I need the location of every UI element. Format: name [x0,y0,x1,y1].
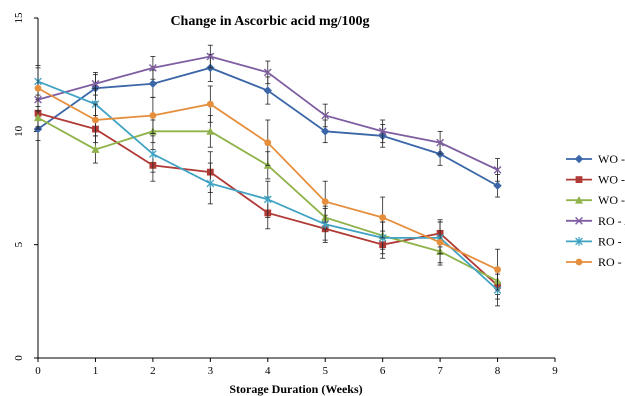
y-tick-label: 0 [13,355,25,361]
data-point [148,63,157,72]
legend-item: RO - AT [566,214,625,228]
chart-title: Change in Ascorbic acid mg/100g [170,14,369,29]
data-point [378,127,387,136]
data-point [321,127,330,136]
data-point [494,266,501,273]
legend-label: RO - AT [598,214,625,228]
data-point [321,111,330,120]
data-point [436,138,445,147]
data-point [575,176,583,183]
x-axis-label: Storage Duration (Weeks) [229,382,362,396]
data-point [379,214,387,221]
data-point [436,239,444,246]
y-tick-label: 15 [13,12,25,24]
y-tick-label: 10 [13,125,25,137]
legend-label: WO - HT [598,193,625,207]
x-tick-label: 5 [322,365,328,377]
data-point [575,258,583,266]
data-point [263,68,272,77]
data-point [149,112,157,119]
x-tick-label: 0 [35,365,41,377]
data-point [149,149,157,159]
data-point [263,86,272,95]
x-tick-label: 2 [150,365,156,377]
data-point [91,79,100,88]
data-point [493,165,502,174]
data-point [493,181,502,190]
legend-label: WO - AT [598,152,625,166]
data-point [263,194,272,204]
data-point [148,79,158,88]
data-point [206,52,215,61]
data-point [92,116,99,124]
x-tick-label: 4 [265,365,271,377]
legend-item: WO - HT [566,193,625,207]
legend-item: WO - RT [566,173,625,187]
data-point [574,154,584,164]
x-tick-label: 7 [437,365,443,377]
data-point [575,216,583,225]
data-point [34,113,42,122]
data-point [321,198,329,206]
legend-label: RO - RT [598,234,625,248]
x-tick-label: 1 [93,365,99,377]
series-ro-ht [34,65,501,291]
data-point [91,145,100,153]
data-point [34,84,42,92]
data-point [206,127,215,135]
data-point [575,196,583,204]
y-tick-label: 5 [13,241,25,247]
data-point [264,139,272,147]
x-tick-label: 9 [552,365,558,377]
legend-item: RO - RT [566,234,625,248]
legend-label: RO - HT [598,255,625,269]
legend-item: WO - AT [566,152,625,166]
x-tick-label: 6 [380,365,386,377]
data-point [206,100,214,108]
legend-item: RO - HT [566,255,625,269]
data-point [206,179,215,188]
x-tick-label: 8 [495,365,501,377]
data-point [575,237,583,246]
legend-label: WO - RT [598,173,625,187]
x-tick-label: 3 [208,365,214,377]
